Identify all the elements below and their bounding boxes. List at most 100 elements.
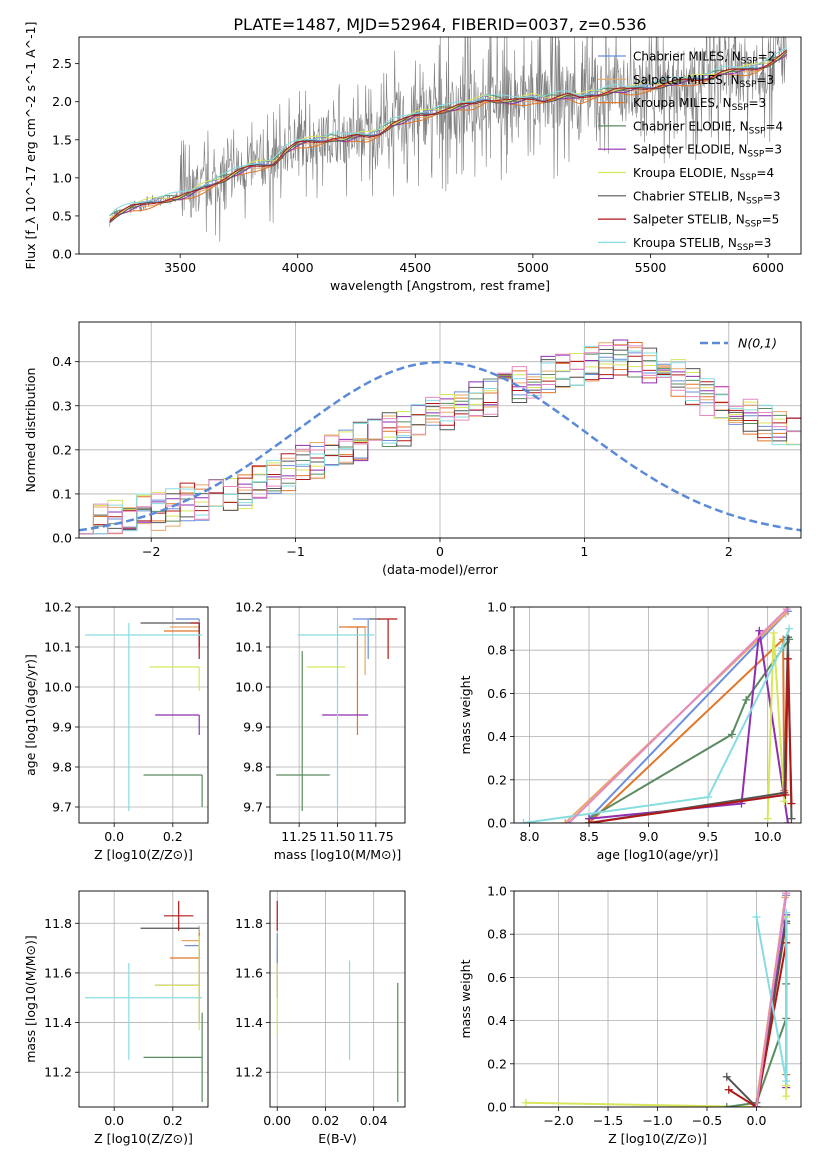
x-tick-label: 2 — [725, 544, 733, 559]
axes-layer: 3500 4000 4500 5000 5500 6000 0.0 0.5 1.0 1.5 2.0 2… — [23, 22, 802, 293]
y-tick-label: 9.8 — [52, 760, 72, 775]
x-axis-label: Z [log10(Z/Z⊙)] — [94, 1131, 193, 1146]
legend-entry: Salpeter STELIB, NSSP=5 — [633, 213, 779, 230]
residual-histogram-line — [79, 342, 801, 535]
legend-entry: Chabrier STELIB, NSSP=3 — [633, 189, 781, 206]
x-axis-label: Z [log10(Z/Z⊙)] — [608, 1131, 707, 1146]
x-tick-label: 0.04 — [360, 1113, 388, 1128]
y-tick-label: 10.0 — [44, 680, 72, 695]
x-tick-label: 5500 — [635, 260, 667, 275]
chart-age-vs-Z: 0.0 0.2 9.7 9.8 9.9 10.0 10.1 10.2 Z [log10(Z/Z⊙… — [23, 600, 209, 862]
x-tick-label: −1 — [286, 544, 304, 559]
x-axis-label: mass [log10(M/M⊙)] — [274, 847, 402, 862]
legend-value: =5 — [762, 213, 780, 227]
y-tick-label: 0.0 — [487, 1100, 507, 1115]
legend-subscript: SSP — [732, 103, 749, 113]
y-tick-label: 0.4 — [487, 1013, 507, 1028]
y-tick-label: 0.6 — [487, 686, 507, 701]
y-tick-label: 10.2 — [44, 600, 72, 615]
axes-layer: −2.0 −1.5 −1.0 −0.5 0.0 0.0 0.2 0.4 0.6 0.8 1.0 Z [… — [458, 884, 802, 1146]
grid-layer — [79, 891, 208, 1107]
x-tick-label: 5000 — [517, 260, 549, 275]
x-tick-label: 3500 — [164, 260, 196, 275]
legend-subscript: SSP — [747, 150, 764, 160]
x-tick-label: 11.75 — [358, 829, 394, 844]
legend-subscript: SSP — [749, 126, 766, 136]
residual-histogram-line — [79, 345, 801, 535]
y-tick-label: 0.4 — [487, 729, 507, 744]
axes-frame — [78, 36, 802, 255]
y-tick-label: 0.0 — [52, 247, 72, 262]
y-tick-label: 9.9 — [52, 720, 72, 735]
legend-entry: Kroupa STELIB, NSSP=3 — [633, 236, 771, 253]
y-axis-label: age [log10(age/yr)] — [23, 654, 38, 776]
x-tick-label: 0.0 — [747, 1113, 767, 1128]
x-tick-label: 0.0 — [104, 1113, 124, 1128]
residual-histogram-line — [79, 347, 801, 535]
chart-residuals: −2 −1 0 1 2 0.0 0.1 0.2 0.3 0.4 (data-model)/error… — [23, 321, 802, 577]
residual-histogram-line — [79, 345, 801, 535]
legend-text: Salpeter ELODIE, N — [633, 143, 747, 157]
y-tick-label: 11.8 — [44, 916, 72, 931]
x-tick-label: 0.02 — [312, 1113, 340, 1128]
axes-layer: −2 −1 0 1 2 0.0 0.1 0.2 0.3 0.4 (data-model)/error… — [23, 321, 802, 577]
plot-area — [519, 607, 796, 823]
x-tick-label: 10.0 — [754, 829, 782, 844]
legend-subscript: SSP — [746, 196, 763, 206]
axes-layer: 0.00 0.02 0.04 11.2 11.4 11.6 11.8 E(B-V) — [235, 890, 406, 1146]
model-spectrum-line — [109, 50, 788, 219]
x-tick-label: −2 — [142, 544, 160, 559]
chart-weight-vs-Z: −2.0 −1.5 −1.0 −0.5 0.0 0.0 0.2 0.4 0.6 0.8 1.0 Z [… — [458, 884, 802, 1146]
x-tick-label: 0 — [436, 544, 444, 559]
y-tick-label: 11.2 — [44, 1065, 72, 1080]
x-tick-label: 0.00 — [263, 1113, 291, 1128]
y-tick-label: 10.2 — [235, 600, 263, 615]
axes-layer: 0.0 0.2 11.2 11.4 11.6 11.8 Z [log10(Z/Z⊙)] mas… — [23, 890, 209, 1146]
axes-layer: 8.0 8.5 9.0 9.5 10.0 0.0 0.2 0.4 0.6 0.8 1.0 age [l… — [458, 600, 802, 862]
weight-line — [726, 921, 788, 1107]
chart-mass-vs-EBV: 0.00 0.02 0.04 11.2 11.4 11.6 11.8 E(B-V) — [235, 890, 406, 1146]
y-tick-label: 0.1 — [52, 486, 72, 501]
legend-subscript: SSP — [740, 80, 757, 90]
y-axis-label: Flux [f_λ 10^-17 erg cm^-2 s^-1 A^-1] — [23, 22, 38, 270]
axes-frame — [78, 890, 209, 1108]
legend-text: Chabrier STELIB, N — [633, 189, 746, 203]
axes-layer: 0.0 0.2 9.7 9.8 9.9 10.0 10.1 10.2 Z [log10(Z/Z⊙… — [23, 600, 209, 862]
axes-frame — [78, 321, 802, 539]
y-tick-label: 1.0 — [52, 170, 72, 185]
plot-area — [84, 900, 203, 1103]
observed-spectrum-line — [109, 37, 788, 242]
x-tick-label: 8.5 — [579, 829, 599, 844]
y-tick-label: 0.3 — [52, 398, 72, 413]
legend-subscript: SSP — [741, 57, 758, 67]
y-tick-label: 0.2 — [487, 1056, 507, 1071]
figure-title: PLATE=1487, MJD=52964, FIBERID=0037, z=0… — [233, 15, 646, 34]
weight-line — [568, 608, 788, 823]
legend-subscript: SSP — [745, 220, 762, 230]
axes-frame — [513, 606, 802, 824]
legend-text: Kroupa MILES, N — [633, 96, 732, 110]
legend-text: Kroupa ELODIE, N — [633, 166, 740, 180]
y-tick-label: 0.0 — [52, 531, 72, 546]
y-tick-label: 1.0 — [487, 884, 507, 899]
model-spectrum-line — [109, 46, 788, 216]
y-tick-label: 9.7 — [243, 800, 263, 815]
x-tick-label: 6000 — [752, 260, 784, 275]
model-spectrum-line — [109, 49, 788, 222]
x-tick-label: 0.0 — [104, 829, 124, 844]
y-tick-label: 9.8 — [243, 760, 263, 775]
y-tick-label: 10.1 — [44, 640, 72, 655]
y-tick-label: 10.1 — [235, 640, 263, 655]
y-tick-label: 0.2 — [487, 772, 507, 787]
weight-line — [523, 628, 791, 823]
y-axis-label: mass weight — [458, 959, 473, 1038]
x-axis-label: E(B-V) — [318, 1131, 357, 1146]
y-axis-label: mass [log10(M/M⊙)] — [23, 935, 38, 1063]
model-spectrum-line — [109, 51, 788, 224]
legend-text: Kroupa STELIB, N — [633, 236, 737, 250]
legend-text: Salpeter MILES, N — [633, 73, 740, 87]
y-tick-label: 0.4 — [52, 354, 72, 369]
plot-area — [84, 618, 203, 811]
